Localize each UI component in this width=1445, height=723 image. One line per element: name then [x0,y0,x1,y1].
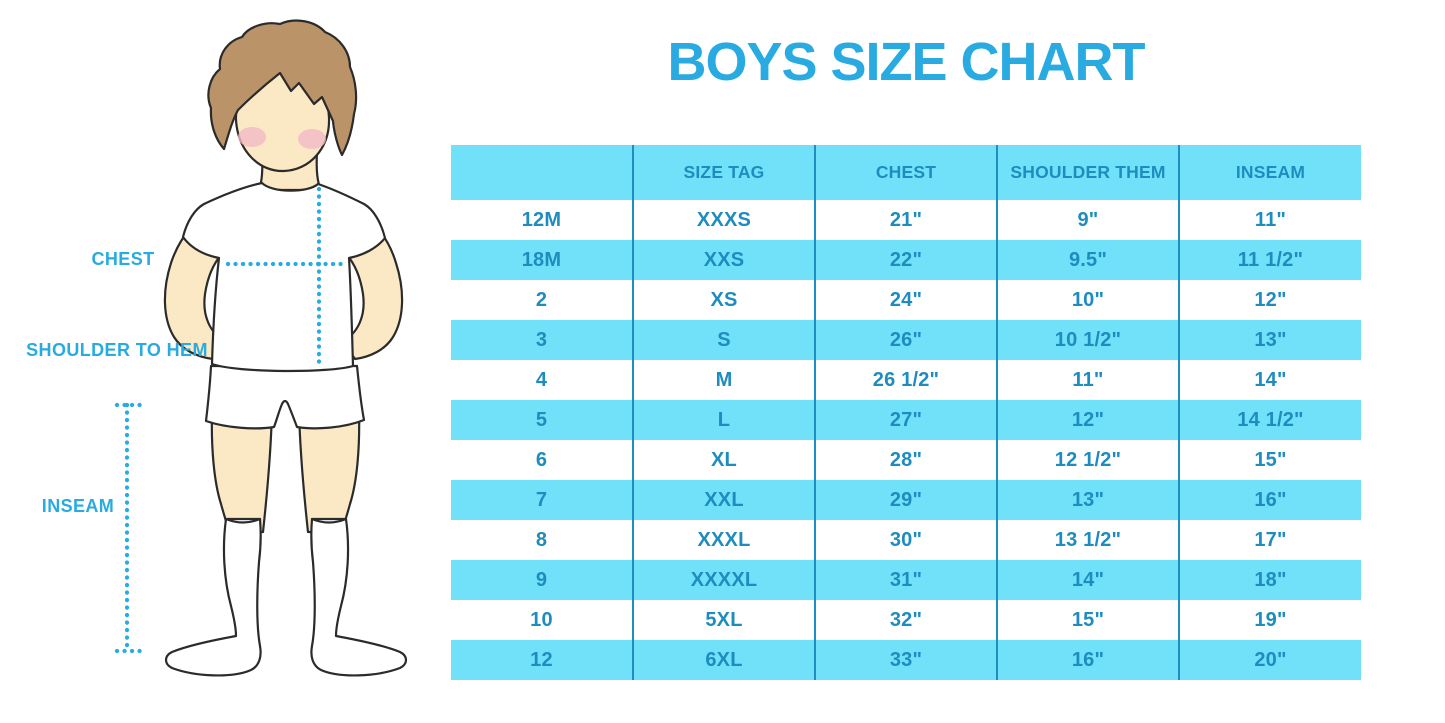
table-cell: 2 [535,288,548,311]
boy-right-sock-top-line [310,517,348,524]
column-header: CHEST [814,145,997,200]
table-row: 8 XXXL 30" 13 1/2" 17" [451,520,1361,560]
table-row: 12 6XL 33" 16" 20" [451,640,1361,680]
table-cell: XXXXL [632,560,815,600]
table-cell: 11 1/2" [1178,240,1361,280]
table-cell: 29" [814,480,997,520]
table-cell: 20" [1178,640,1361,680]
table-cell: 21" [814,200,997,240]
column-header [451,145,633,200]
table-cell: XL [632,440,815,480]
table-cell: 13 1/2" [996,520,1179,560]
boy-shorts [204,364,366,430]
table-row: 3 S 26" 10 1/2" 13" [451,320,1361,360]
table-cell: 14" [1178,360,1361,400]
table-cell: 22" [814,240,997,280]
table-cell: 5 [451,400,633,440]
table-cell: 3 [451,320,633,360]
table-cell: 5XL [632,600,815,640]
table-cell: 12" [996,400,1179,440]
table-cell: 13" [1178,320,1361,360]
table-cell: 12M [521,208,562,231]
table-cell: 4 [535,368,548,391]
table-cell: 24" [814,280,997,320]
boy-figure-illustration [114,19,408,677]
table-cell: S [632,320,815,360]
table-cell: 14" [996,560,1179,600]
boy-hair [207,19,358,157]
table-cell: 11" [996,360,1179,400]
boy-right-blush [298,129,326,149]
table-cell: 28" [814,440,997,480]
size-table: SIZE TAG CHEST SHOULDER THEM INSEAM 12M XXXS… [451,145,1361,680]
table-row: 5 L 27" 12" 14 1/2" [451,400,1361,440]
boy-tshirt [181,181,387,373]
column-header: SHOULDER THEM [996,145,1179,200]
table-cell: 14 1/2" [1178,400,1361,440]
size-table-body: 12M XXXS 21" 9" 11" 18M XXS 22" 9.5" 11 1/2" 2 XS 24… [451,200,1361,680]
table-cell: XXS [632,240,815,280]
table-row: 4 M 26 1/2" 11" 14" [451,360,1361,400]
table-cell: 9.5" [996,240,1179,280]
table-cell: 9" [996,200,1179,240]
table-cell: 10 [530,608,553,631]
table-cell: 15" [1178,440,1361,480]
shoulder-to-hem-label: SHOULDER TO HEM [26,340,208,360]
table-cell: 26" [814,320,997,360]
table-cell: XS [632,280,815,320]
table-cell: 10" [996,280,1179,320]
table-cell: 12 [451,640,633,680]
table-cell: 16" [996,640,1179,680]
table-cell: 9 [451,560,633,600]
table-row: 9 XXXXL 31" 14" 18" [451,560,1361,600]
table-cell: 10 1/2" [996,320,1179,360]
size-table-header-row: SIZE TAG CHEST SHOULDER THEM INSEAM [451,145,1361,200]
boy-left-sock [164,517,262,677]
boy-right-sock [310,517,408,677]
table-cell: XXL [632,480,815,520]
table-cell: 8 [535,528,548,551]
table-cell: 33" [814,640,997,680]
table-cell: 19" [1178,600,1361,640]
table-cell: 11" [1178,200,1361,240]
table-row: 7 XXL 29" 13" 16" [451,480,1361,520]
table-cell: 15" [996,600,1179,640]
size-table-head: SIZE TAG CHEST SHOULDER THEM INSEAM [451,145,1361,200]
table-cell: 31" [814,560,997,600]
table-cell: 18" [1178,560,1361,600]
table-row: 18M XXS 22" 9.5" 11 1/2" [451,240,1361,280]
table-cell: 30" [814,520,997,560]
chest-label: CHEST [91,249,155,269]
table-cell: 12" [1178,280,1361,320]
table-cell: 6 [535,448,548,471]
table-cell: 7 [451,480,633,520]
table-cell: 17" [1178,520,1361,560]
table-cell: 27" [814,400,997,440]
boy-left-blush [238,127,266,147]
table-row: 12M XXXS 21" 9" 11" [451,200,1361,240]
boy-left-sock-top-line [224,517,262,524]
page-title: BOYS SIZE CHART [667,32,1145,92]
table-cell: 13" [996,480,1179,520]
table-cell: XXXL [632,520,815,560]
table-cell: 18M [451,240,633,280]
table-cell: L [632,400,815,440]
column-header: SIZE TAG [632,145,815,200]
table-cell: 16" [1178,480,1361,520]
table-cell: 32" [814,600,997,640]
column-header: INSEAM [1178,145,1361,200]
table-cell: 12 1/2" [996,440,1179,480]
table-row: 10 5XL 32" 15" 19" [451,600,1361,640]
table-row: 2 XS 24" 10" 12" [451,280,1361,320]
inseam-label: INSEAM [41,496,115,516]
table-cell: 6XL [632,640,815,680]
table-cell: XXXS [632,200,815,240]
table-cell: M [632,360,815,400]
table-row: 6 XL 28" 12 1/2" 15" [451,440,1361,480]
table-cell: 26 1/2" [814,360,997,400]
